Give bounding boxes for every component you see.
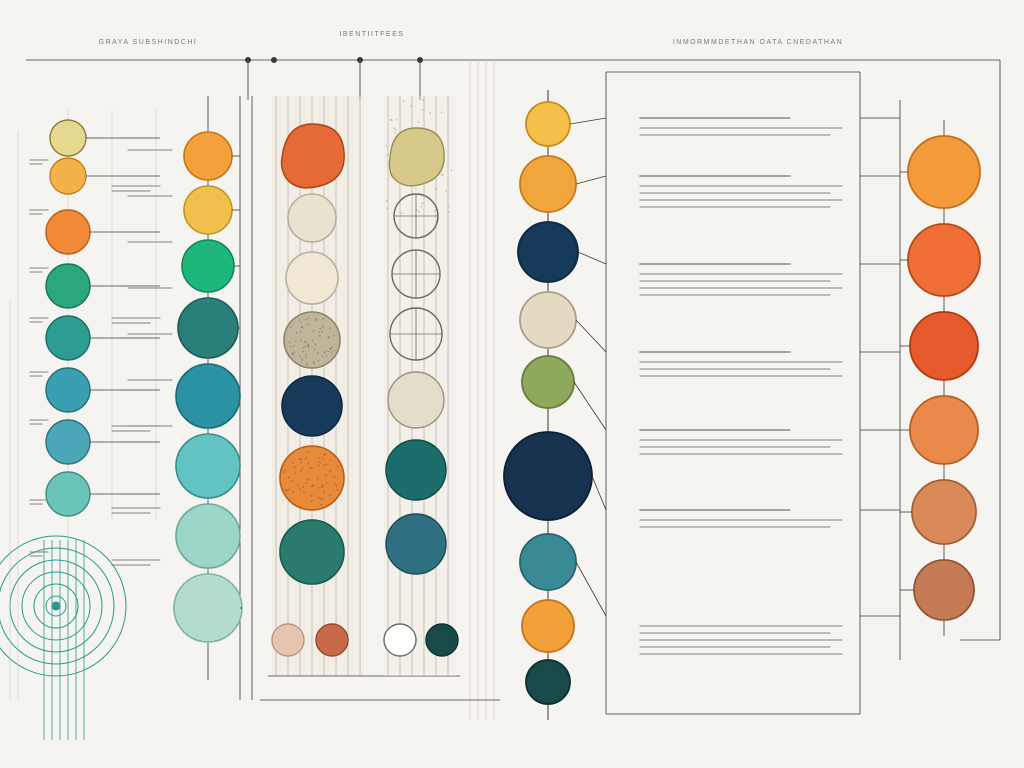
col-g-circle-4 [912,480,976,544]
col-a-circle-3 [46,264,90,308]
col-a-circle-1 [50,158,86,194]
col-b-circle-1 [184,186,232,234]
col-d-small-1 [426,624,458,656]
col-g-circle-5 [914,560,974,620]
col-e-circle-1 [520,156,576,212]
col-a-circle-0 [50,120,86,156]
col-g-circle-1 [908,224,980,296]
col-c-small-1 [316,624,348,656]
col-g-circle-0 [908,136,980,208]
col-g-circle-2 [910,312,978,380]
col-c-blob [282,124,345,188]
header-center: IBENTIITFEES [339,31,404,38]
header-right: INMORMMDETHAN OATA CNEDATHAN [673,39,843,46]
col-e-circle-4 [522,356,574,408]
col-d-circle-5 [386,514,446,574]
col-b-circle-0 [184,132,232,180]
infographic-diagram: GRAYA SUBSHINDCHI IBENTIITFEES INMORMMDETH… [0,0,1024,768]
col-a-circle-2 [46,210,90,254]
col-b-circle-7 [174,574,242,642]
col-e-circle-5 [504,432,592,520]
col-e-circle-3 [520,292,576,348]
col-e-circle-8 [526,660,570,704]
col-a-circle-7 [46,472,90,516]
col-d-blob [389,128,444,186]
col-a-circle-6 [46,420,90,464]
col-b-circle-6 [176,504,240,568]
col-c-circle-1 [286,252,338,304]
column-d [384,96,458,676]
header-left: GRAYA SUBSHINDCHI [99,39,198,46]
col-e-circle-7 [522,600,574,652]
col-c-circle-0 [288,194,336,242]
col-d-small-0 [384,624,416,656]
col-g-circle-3 [910,396,978,464]
col-d-circle-4 [386,440,446,500]
col-c-circle-3 [282,376,342,436]
col-c-circle-5 [280,520,344,584]
col-c-small-0 [272,624,304,656]
col-e-circle-6 [520,534,576,590]
col-e-circle-2 [518,222,578,282]
col-a-circle-4 [46,316,90,360]
col-e-circle-0 [526,102,570,146]
col-b-circle-3 [178,298,238,358]
col-b-circle-2 [182,240,234,292]
col-b-circle-4 [176,364,240,428]
col-d-circle-3 [388,372,444,428]
col-a-circle-5 [46,368,90,412]
col-b-circle-5 [176,434,240,498]
